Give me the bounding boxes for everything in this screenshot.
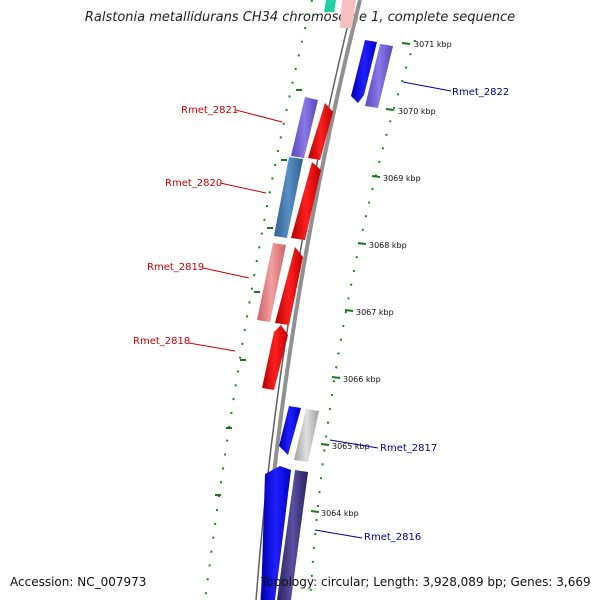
- tick-marks: [310, 42, 411, 513]
- map-title: Ralstonia metallidurans CH34 chromosome …: [84, 10, 516, 25]
- gene-rmet-2817-b[interactable]: [294, 409, 319, 462]
- gene-label-rmet-2819[interactable]: Rmet_2819: [147, 262, 204, 273]
- gene-rmet-2819-a[interactable]: [257, 243, 286, 322]
- tick-label-3068: 3068 kbp: [369, 241, 407, 250]
- gene-rmet-2816-a[interactable]: [261, 466, 291, 600]
- tick-label-3065: 3065 kbp: [332, 442, 370, 451]
- leader-rmet-2818: [188, 342, 236, 352]
- leader-rmet-2817: [329, 439, 379, 449]
- gene-label-rmet-2818[interactable]: Rmet_2818: [133, 336, 190, 347]
- gene-rmet-2820-b[interactable]: [291, 162, 321, 240]
- gene-rmet-2816-b[interactable]: [277, 470, 308, 600]
- gene-label-rmet-2816[interactable]: Rmet_2816: [364, 532, 421, 543]
- gene-top-pink[interactable]: [340, 0, 356, 28]
- inner-tick-ring: [204, 0, 313, 600]
- tick-label-3069: 3069 kbp: [383, 174, 421, 183]
- leader-rmet-2819: [202, 267, 250, 279]
- gene-rmet-2821-b[interactable]: [308, 103, 333, 160]
- accession-text: Accession: NC_007973: [10, 575, 147, 589]
- topology-text: Topology: circular; Length: 3,928,089 bp…: [261, 575, 591, 589]
- leader-rmet-2821: [235, 109, 283, 123]
- gene-rmet-2822-b[interactable]: [365, 44, 393, 108]
- tick-label-3067: 3067 kbp: [356, 308, 394, 317]
- gene-label-rmet-2821[interactable]: Rmet_2821: [181, 105, 238, 116]
- tick-label-3064: 3064 kbp: [321, 509, 359, 518]
- gene-rmet-2820-a[interactable]: [274, 157, 303, 238]
- leader-rmet-2816: [314, 529, 363, 539]
- gene-rmet-2818[interactable]: [262, 325, 288, 390]
- inner-tick-marks: [215, 89, 302, 496]
- gene-rmet-2821-a[interactable]: [291, 97, 318, 158]
- gene-top-teal[interactable]: [324, 0, 336, 12]
- tick-label-3066: 3066 kbp: [343, 375, 381, 384]
- gene-rmet-2819-b[interactable]: [275, 247, 303, 325]
- gene-label-rmet-2822[interactable]: Rmet_2822: [452, 87, 509, 98]
- tick-label-3071: 3071 kbp: [414, 40, 452, 49]
- gene-rmet-2817-a[interactable]: [279, 406, 301, 455]
- leader-rmet-2822: [402, 81, 452, 92]
- gene-rmet-2822-a[interactable]: [351, 40, 377, 103]
- leader-rmet-2820: [219, 182, 267, 194]
- gene-label-rmet-2820[interactable]: Rmet_2820: [165, 178, 222, 189]
- tick-label-3070: 3070 kbp: [398, 107, 436, 116]
- gene-label-rmet-2817[interactable]: Rmet_2817: [380, 443, 437, 454]
